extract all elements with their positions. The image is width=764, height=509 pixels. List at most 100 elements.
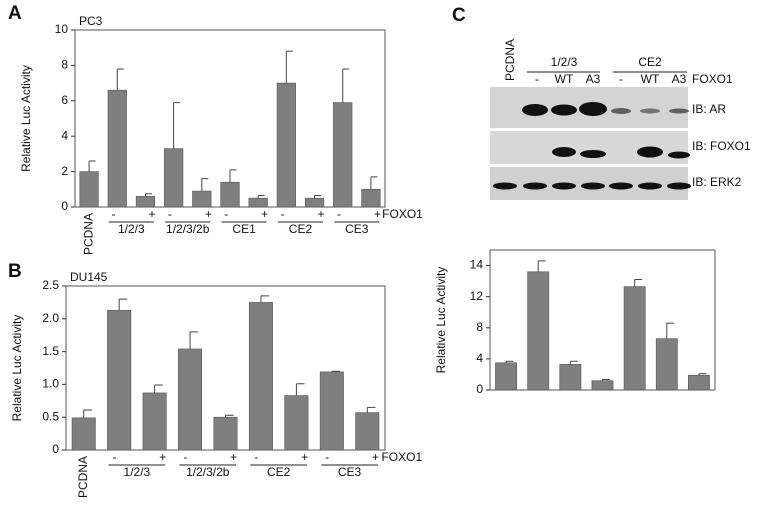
group-label: CE3 — [338, 465, 362, 479]
x-tick-label: - — [254, 450, 258, 464]
y-tick-label: 14 — [470, 258, 484, 272]
bar — [688, 374, 710, 391]
error-bar — [634, 279, 643, 287]
bar — [192, 190, 212, 208]
bar — [527, 271, 550, 391]
x-tick-label: - — [112, 450, 116, 464]
bar — [495, 362, 517, 391]
lane-label: WT — [641, 72, 660, 86]
y-tick-label: 1.0 — [42, 377, 59, 391]
y-axis-label: Relative Luc Activity — [10, 315, 24, 422]
bar — [361, 189, 381, 208]
error-bar — [569, 360, 578, 365]
error-bar — [225, 414, 234, 418]
y-tick-label: 2 — [61, 164, 68, 178]
group-label: 1/2/3/2b — [166, 222, 210, 236]
strip-label: IB: FOXO1 — [692, 139, 751, 153]
x-tick-label: + — [159, 450, 166, 464]
bar — [333, 102, 353, 208]
error-bar — [173, 102, 181, 149]
group-row-label: FOXO1 — [382, 207, 423, 221]
bar — [135, 196, 156, 208]
x-tick-label: - — [337, 207, 341, 221]
error-bar — [144, 193, 152, 197]
bar — [164, 148, 184, 208]
y-tick-label: 2.5 — [42, 278, 59, 292]
error-bar — [366, 406, 376, 413]
x-tick-label: - — [112, 207, 116, 221]
lane-label: A3 — [672, 72, 687, 86]
western-blot: PCDNA 1/2/3 CE2 - WT A3 - WT A3 FOXO1 IB… — [490, 39, 751, 200]
bar — [559, 364, 582, 391]
x-tick-label: - — [281, 207, 285, 221]
y-tick-label: 8 — [476, 320, 483, 334]
error-bar — [260, 295, 270, 303]
bar — [142, 392, 167, 451]
error-bar — [83, 409, 92, 418]
group-label: CE1 — [232, 222, 256, 236]
group-label: CE2 — [267, 465, 291, 479]
blot-strip — [490, 131, 688, 164]
error-bar — [698, 373, 707, 376]
group-label: 1/2/3 — [124, 465, 151, 479]
chart-title: DU145 — [70, 270, 108, 284]
error-bar — [88, 160, 96, 172]
error-bar — [285, 50, 293, 84]
error-bar — [295, 383, 305, 396]
error-bar — [314, 194, 322, 199]
group-label: 1/2/3 — [118, 222, 145, 236]
x-tick-label: - — [168, 207, 172, 221]
bar — [284, 395, 309, 451]
error-bar — [370, 176, 378, 190]
bar — [107, 309, 132, 451]
plot-frame — [489, 249, 716, 391]
bar — [107, 89, 127, 208]
lane-header: PCDNA — [503, 39, 517, 81]
group-label: CE3 — [345, 222, 369, 236]
bar — [276, 82, 296, 208]
bar — [623, 286, 646, 391]
error-bar — [602, 379, 610, 381]
y-axis-label: Relative Luc Activity — [19, 65, 33, 172]
row-label: FOXO1 — [692, 72, 733, 86]
error-bar — [189, 331, 199, 349]
error-bar — [331, 370, 341, 372]
error-bar — [505, 360, 514, 363]
x-tick-label: + — [374, 207, 381, 221]
y-tick-label: 0.5 — [42, 409, 59, 423]
y-axis-label: Relative Luc Activity — [434, 267, 448, 374]
x-tick-label: - — [224, 207, 228, 221]
y-tick-label: 6 — [61, 93, 68, 107]
y-tick-label: 4 — [61, 128, 68, 142]
error-bar — [229, 169, 237, 183]
chart-title: PC3 — [79, 14, 103, 28]
x-tick-label: + — [148, 207, 155, 221]
x-tick-label: PCDNA — [76, 456, 90, 498]
group-label: 1/2/3 — [551, 55, 578, 69]
strip-label: IB: AR — [692, 102, 726, 116]
y-tick-label: 10 — [55, 22, 69, 36]
x-tick-label: + — [318, 207, 325, 221]
y-tick-label: 0 — [476, 382, 483, 396]
error-bar — [118, 298, 128, 311]
y-tick-label: 2.0 — [42, 311, 59, 325]
x-tick-label: PCDNA — [81, 213, 95, 255]
strip-label: IB: ERK2 — [692, 175, 742, 189]
y-tick-label: 0 — [61, 199, 68, 213]
x-tick-label: + — [372, 450, 379, 464]
y-tick-label: 12 — [470, 289, 484, 303]
group-label: CE2 — [638, 55, 662, 69]
bar — [655, 338, 678, 391]
error-bar — [537, 260, 546, 272]
bar — [248, 197, 268, 208]
panel-label: A — [8, 3, 22, 24]
blot-bands — [493, 102, 691, 190]
lane-label: WT — [555, 72, 574, 86]
x-tick-label: - — [325, 450, 329, 464]
y-tick-label: 1.5 — [42, 344, 59, 358]
bar — [355, 412, 380, 451]
bar — [178, 348, 203, 451]
panel-label: C — [452, 5, 466, 26]
lane-label: A3 — [586, 72, 601, 86]
